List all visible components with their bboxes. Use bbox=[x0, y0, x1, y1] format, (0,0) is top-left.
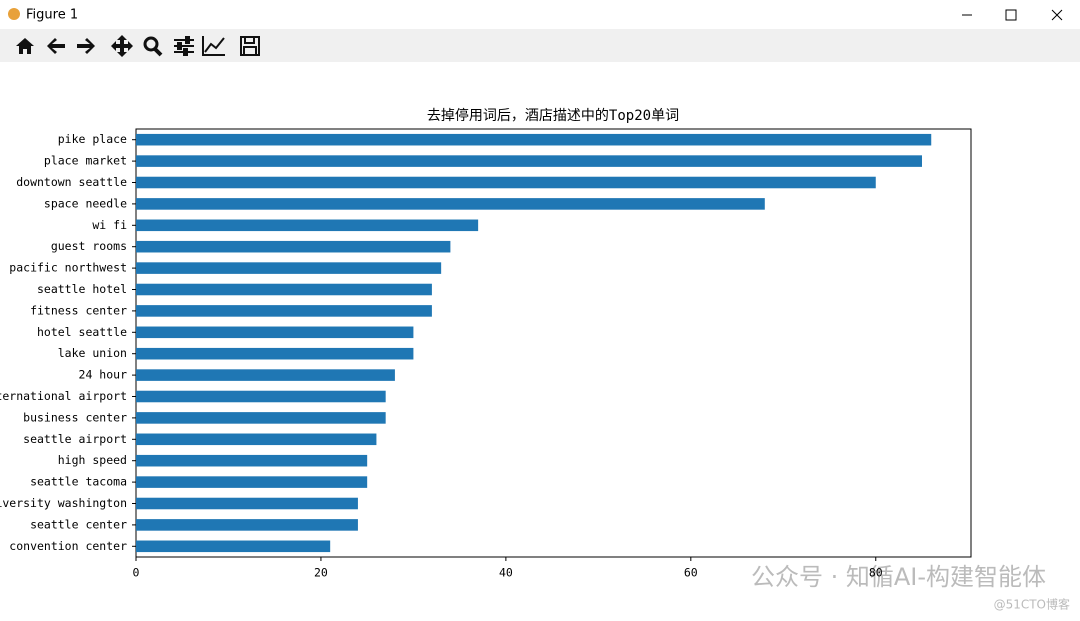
app-icon bbox=[8, 8, 20, 20]
bar bbox=[136, 412, 386, 424]
bar bbox=[136, 176, 876, 189]
bar bbox=[136, 240, 451, 253]
x-tick-label: 20 bbox=[314, 566, 328, 580]
bar bbox=[136, 326, 414, 339]
bar bbox=[136, 433, 377, 446]
y-tick-label: downtown seattle bbox=[16, 175, 127, 189]
toolbar-icons bbox=[16, 35, 260, 57]
edit-axis-button[interactable] bbox=[202, 36, 225, 56]
bar bbox=[136, 198, 765, 210]
y-tick-label: business center bbox=[23, 410, 127, 424]
pan-button[interactable] bbox=[111, 35, 133, 57]
bar bbox=[136, 155, 922, 167]
y-tick-label: place market bbox=[44, 154, 127, 168]
bar bbox=[136, 390, 386, 403]
y-tick-label: 24 hour bbox=[79, 368, 128, 382]
close-button[interactable] bbox=[1051, 9, 1063, 21]
bar bbox=[136, 519, 358, 531]
bar bbox=[136, 305, 432, 317]
y-tick-label: high speed bbox=[58, 453, 127, 467]
bar bbox=[136, 133, 932, 146]
y-tick-label: fitness center bbox=[30, 303, 127, 317]
bar bbox=[136, 262, 442, 274]
y-tick-label: convention center bbox=[9, 539, 127, 553]
y-tick-label: lake union bbox=[58, 346, 127, 360]
y-tick-label: space needle bbox=[44, 196, 127, 210]
x-tick-label: 80 bbox=[869, 566, 883, 580]
maximize-button[interactable] bbox=[1005, 9, 1017, 21]
bar bbox=[136, 476, 368, 488]
y-tick-label: pike place bbox=[58, 132, 127, 146]
back-button[interactable] bbox=[47, 38, 65, 54]
bar bbox=[136, 283, 432, 296]
save-button[interactable] bbox=[240, 36, 260, 56]
y-tick-label: international airport bbox=[0, 389, 127, 403]
forward-button[interactable] bbox=[77, 38, 95, 54]
watermark: @51CTO博客 bbox=[994, 597, 1070, 612]
bar bbox=[136, 219, 479, 232]
chart-title: 去掉停用词后，酒店描述中的Top20单词 bbox=[427, 107, 679, 124]
y-tick-label: seattle tacoma bbox=[30, 475, 127, 489]
x-tick-label: 0 bbox=[133, 566, 140, 580]
y-tick-label: seattle center bbox=[30, 517, 127, 531]
configure-button[interactable] bbox=[174, 36, 194, 56]
y-tick-label: seattle airport bbox=[23, 432, 127, 446]
zoom-button[interactable] bbox=[143, 36, 163, 57]
bar bbox=[136, 540, 331, 553]
window-title: Figure 1 bbox=[26, 8, 78, 23]
x-tick-label: 40 bbox=[499, 566, 513, 580]
x-tick-label: 60 bbox=[684, 566, 698, 580]
y-tick-label: seattle hotel bbox=[37, 282, 127, 296]
bar bbox=[136, 454, 368, 467]
bar bbox=[136, 347, 414, 360]
y-tick-label: wi fi bbox=[92, 218, 127, 232]
plot-frame bbox=[135, 128, 972, 558]
y-tick-label: pacific northwest bbox=[9, 261, 127, 275]
home-button[interactable] bbox=[16, 38, 34, 54]
toolbar bbox=[0, 29, 1080, 62]
watermark: 公众号 · 知循AI-构建智能体 bbox=[751, 563, 1046, 591]
y-tick-label: university washington bbox=[0, 496, 127, 510]
y-tick-label: hotel seattle bbox=[37, 325, 127, 339]
bar bbox=[136, 369, 395, 381]
y-tick-label: guest rooms bbox=[51, 239, 127, 253]
bar bbox=[136, 497, 358, 510]
